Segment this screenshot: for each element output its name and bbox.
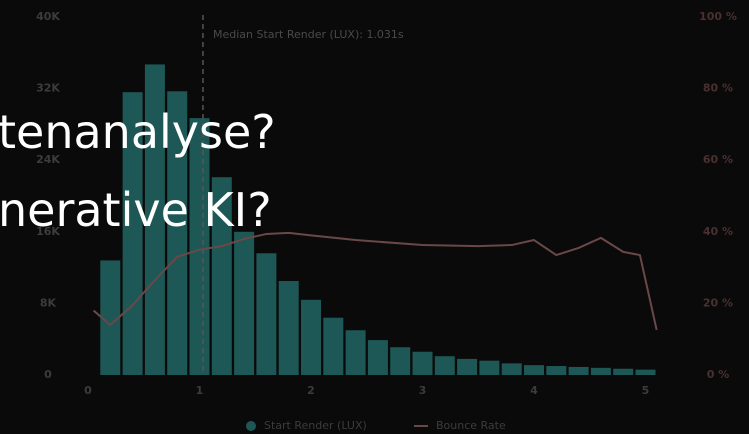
x-tick-label: 1 [196,384,204,397]
y2-tick-label: 40 % [703,225,733,238]
bar [189,118,210,375]
bar [122,92,143,376]
x-tick-label: 0 [84,384,92,397]
y-tick-label: 0 [44,368,52,381]
bar [144,64,165,375]
headline: tenanalyse? [0,105,276,159]
legend-label: Start Render (LUX) [264,419,367,432]
y2-tick-label: 100 % [699,10,737,23]
legend-label: Bounce Rate [436,419,506,432]
bar [434,356,455,375]
bar [367,340,388,375]
bar [323,317,344,375]
bar [501,363,522,375]
y-tick-label: 40K [36,10,60,23]
x-tick-label: 5 [642,384,650,397]
bar [412,351,433,375]
y2-tick-label: 20 % [703,296,733,309]
bar [256,253,277,375]
y-tick-label: 32K [36,82,60,95]
x-tick-label: 3 [419,384,427,397]
y2-tick-label: 80 % [703,82,733,95]
bar [301,299,321,375]
bar [546,366,567,375]
bar [345,330,366,375]
bar [568,366,589,375]
bar [211,177,232,375]
bar [100,260,121,375]
x-tick-label: 2 [307,384,315,397]
x-tick-label: 4 [530,384,538,397]
bar [590,367,611,375]
y2-tick-label: 60 % [703,153,733,166]
bar [479,360,500,375]
y-tick-label: 24K [36,153,60,166]
line [92,231,658,331]
bar [457,358,478,375]
y-tick-label: 16K [36,225,60,238]
y-tick-label: 8K [40,296,57,309]
bar [167,91,188,375]
bar [635,369,656,375]
annotation: Median Start Render (LUX): 1.031s [213,28,404,41]
bar [524,365,544,375]
bar [613,368,634,375]
bar [278,281,299,375]
bar [390,347,411,375]
legend-swatch [246,421,256,431]
y2-tick-label: 0 % [707,368,730,381]
bar [234,231,255,375]
headline: nerative KI? [0,183,272,237]
